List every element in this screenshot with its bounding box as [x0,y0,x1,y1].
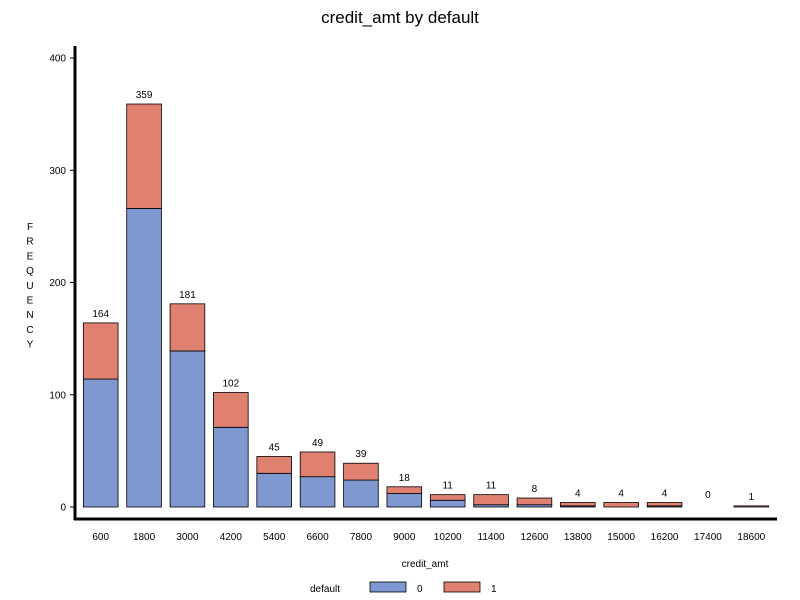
y-ticks: 0 100 200 300 400 [49,54,75,514]
x-tick-label: 10200 [434,532,462,543]
x-tick-label: 13800 [564,532,592,543]
y-axis-label-letter: E [27,296,34,307]
bar-segment-0-10200 [429,499,466,508]
bar-segment-1-600 [82,322,119,380]
bars-group [82,103,770,508]
x-tick-label: 15000 [607,532,635,543]
legend-swatch-0 [369,581,407,593]
y-axis-label-letter: N [26,310,33,321]
bar-segment-0-6600 [299,476,336,508]
x-tick-labels: 600 1800 3000 4200 5400 6600 7800 9000 10200 1140… [92,532,765,543]
bar-segment-0-4200 [213,426,249,508]
total-label-11400: 11 [486,481,497,492]
total-label-15000: 4 [618,489,624,500]
x-tick-label: 9000 [393,532,416,543]
chart-title: credit_amt by default [321,8,479,27]
total-label-18600: 1 [749,492,755,503]
total-label-10200: 11 [442,481,453,492]
x-tick-label: 3000 [176,532,199,543]
y-tick-label: 100 [49,390,66,401]
bar-segment-1-4200 [213,392,249,428]
total-label-4200: 102 [222,379,239,390]
y-axis-label-letter: Q [26,266,34,277]
legend-label-0: 0 [417,584,423,595]
bar-segment-1-9000 [386,486,423,494]
bar-segment-1-11400 [473,494,509,506]
total-label-9000: 18 [399,473,411,484]
bar-segment-0-3000 [169,350,206,508]
x-tick-label: 4200 [220,532,243,543]
x-tick-label: 5400 [263,532,286,543]
bar-segment-0-9000 [386,493,423,508]
legend-swatch-1 [443,581,481,593]
x-tick-label: 1800 [133,532,156,543]
legend-label-1: 1 [491,584,497,595]
total-label-12600: 8 [532,484,538,495]
y-tick-label: 300 [49,166,66,177]
y-axis-label-letter: Y [27,340,34,351]
bar-segment-1-12600 [516,497,553,506]
x-tick-label: 18600 [737,532,765,543]
bar-segment-0-7800 [343,479,379,508]
y-tick-label: 400 [49,54,66,65]
bar-segment-1-10200 [429,494,466,501]
bar-segment-1-15000 [603,502,639,508]
total-label-6600: 49 [312,438,324,449]
bar-segment-0-5400 [256,472,292,508]
x-tick-label: 6600 [306,532,329,543]
total-label-7800: 39 [355,449,367,460]
total-label-5400: 45 [269,442,281,453]
x-tick-label: 16200 [651,532,679,543]
legend-title: default [310,584,340,595]
x-axis-label: credit_amt [402,559,449,570]
total-labels-group: 164 359 181 102 45 49 39 18 11 11 8 4 4 4 0 1 [92,90,754,503]
total-label-13800: 4 [575,489,581,500]
y-axis-label-letter: U [26,281,33,292]
y-axis-label-letter: R [26,237,33,248]
total-label-3000: 181 [179,290,196,301]
bar-segment-1-7800 [343,462,379,481]
y-axis-label-letter: E [27,251,34,262]
y-tick-label: 0 [60,503,66,514]
total-label-16200: 4 [662,489,668,500]
bar-segment-1-16200 [646,502,683,507]
y-axis-label-letter: C [26,325,33,336]
bar-segment-1-6600 [299,451,336,478]
bar-segment-0-1800 [126,208,162,508]
bar-segment-0-600 [82,378,119,508]
bar-segment-1-3000 [169,303,206,352]
bar-segment-1-13800 [560,502,596,507]
x-tick-label: 7800 [350,532,373,543]
x-tick-label: 11400 [478,532,506,543]
legend: default 0 1 [310,581,497,595]
total-label-17400: 0 [705,490,711,501]
total-label-1800: 359 [136,90,153,101]
y-tick-label: 200 [49,278,66,289]
total-label-600: 164 [92,309,109,320]
x-tick-label: 17400 [694,532,722,543]
bar-segment-1-18600 [733,505,770,508]
x-tick-label: 12600 [521,532,549,543]
y-axis-label-letter: F [27,222,33,233]
x-tick-label: 600 [92,532,109,543]
bar-segment-1-5400 [256,456,292,474]
bar-segment-1-1800 [126,103,162,209]
